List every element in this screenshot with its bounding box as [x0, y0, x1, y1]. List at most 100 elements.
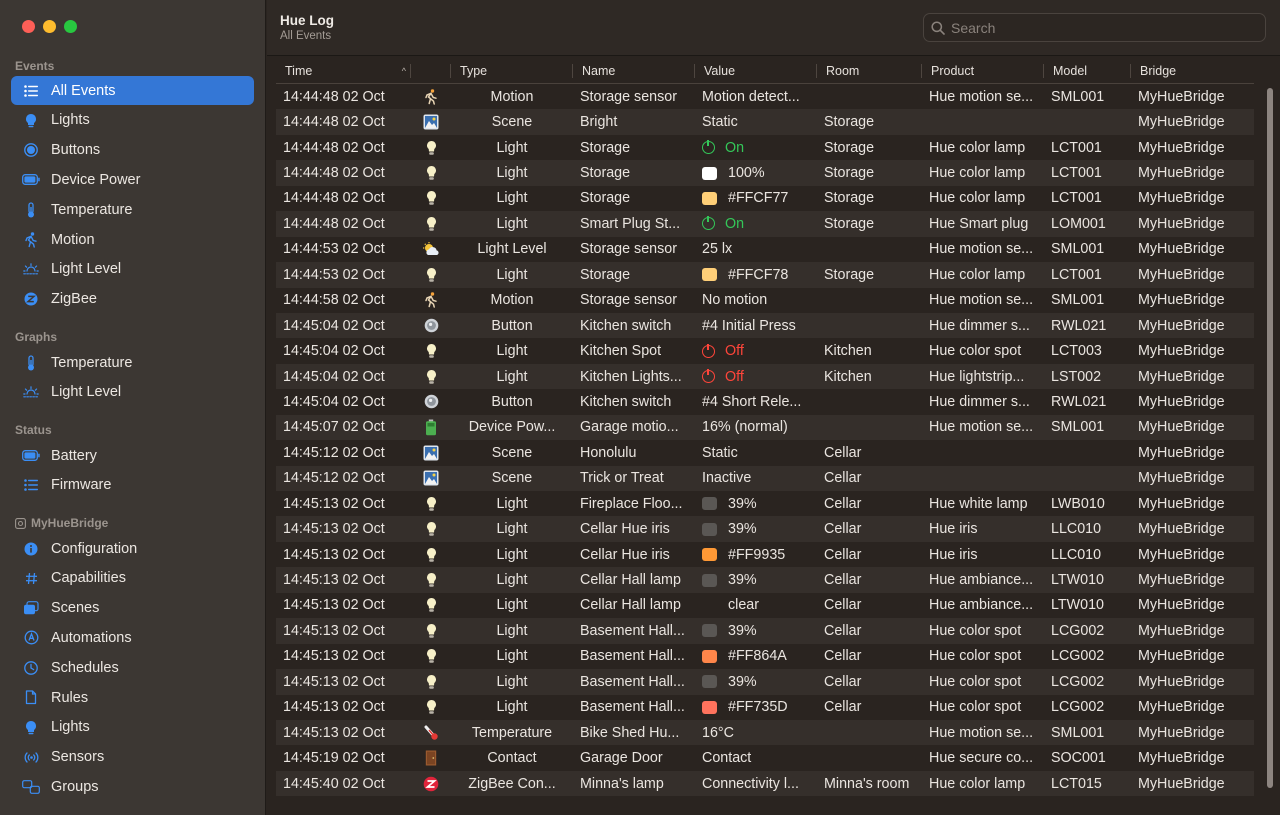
sidebar-item-lights[interactable]: Lights: [11, 106, 254, 135]
cell-value-text: #FF9935: [728, 546, 786, 563]
sidebar-item-light-level[interactable]: Light Level: [11, 378, 254, 407]
table-row[interactable]: 14:44:58 02 Oct Motion Storage sensor No mo…: [276, 288, 1254, 313]
scenes-icon: [20, 601, 42, 615]
table-row[interactable]: 14:45:13 02 Oct Light Basement Hall... 39% C…: [276, 618, 1254, 644]
cell-name: Trick or Treat: [580, 470, 664, 487]
table-row[interactable]: 14:45:04 02 Oct Light Kitchen Lights... Off…: [276, 363, 1254, 390]
sidebar-item-temperature[interactable]: Temperature: [11, 348, 254, 377]
close-window-button[interactable]: [22, 20, 35, 33]
table-row[interactable]: 14:44:53 02 Oct Light Level Storage sensor…: [276, 237, 1254, 262]
cell-time: 14:44:48 02 Oct: [283, 139, 385, 156]
sidebar-item-configuration[interactable]: Configuration: [11, 534, 254, 563]
cell-value: #FFCF77: [695, 190, 817, 206]
sidebar-item-sensors[interactable]: Sensors: [11, 743, 254, 772]
sidebar-item-scenes[interactable]: Scenes: [11, 594, 254, 623]
sidebar-item-motion[interactable]: Motion: [11, 225, 254, 254]
sidebar-item-light-level[interactable]: Light Level: [11, 255, 254, 284]
light-icon: [426, 343, 437, 359]
table-row[interactable]: 14:45:40 02 Oct ZigBee Con... Minna's lamp…: [276, 770, 1254, 797]
table-row[interactable]: 14:45:13 02 Oct Light Cellar Hue iris #FF99…: [276, 542, 1254, 567]
table-row[interactable]: 14:44:48 02 Oct Motion Storage sensor Motio…: [276, 84, 1254, 109]
minimize-window-button[interactable]: [43, 20, 56, 33]
table-row[interactable]: 14:45:04 02 Oct Button Kitchen switch #4 Sh…: [276, 389, 1254, 414]
table-row[interactable]: 14:44:48 02 Oct Light Storage #FFCF77 Storag…: [276, 186, 1254, 211]
column-header-name[interactable]: Name: [573, 58, 695, 84]
column-header-value[interactable]: Value: [695, 58, 817, 84]
sidebar-item-schedules[interactable]: Schedules: [11, 653, 254, 682]
cell-time: 14:44:48 02 Oct: [283, 88, 385, 105]
table-row[interactable]: 14:45:13 02 Oct Light Basement Hall... 39% C…: [276, 669, 1254, 695]
table-row[interactable]: 14:45:13 02 Oct Light Basement Hall... #FF8…: [276, 644, 1254, 669]
sidebar-item-label: Light Level: [51, 261, 122, 278]
cell-value-text: Static: [702, 114, 738, 131]
table-row[interactable]: 14:45:13 02 Oct Light Basement Hall... #FF7…: [276, 695, 1254, 720]
cell-value-text: #4 Short Rele...: [702, 393, 802, 410]
sidebar-item-device-power[interactable]: Device Power: [11, 165, 254, 194]
column-header-icon[interactable]: [411, 58, 451, 84]
cell-model: SOC001: [1051, 750, 1106, 767]
sidebar-item-groups[interactable]: Groups: [11, 772, 254, 801]
sidebar-item-capabilities[interactable]: Capabilities: [11, 564, 254, 593]
battery-icon: [20, 450, 42, 461]
table-row[interactable]: 14:45:12 02 Oct Scene Trick or Treat Inacti…: [276, 465, 1254, 491]
table-row[interactable]: 14:45:04 02 Oct Light Kitchen Spot Off Kitch…: [276, 338, 1254, 363]
table-row[interactable]: 14:45:07 02 Oct Device Pow... Garage motio…: [276, 414, 1254, 441]
column-header-type[interactable]: Type: [451, 58, 573, 84]
table-row[interactable]: 14:45:13 02 Oct Light Fireplace Floo... 39%…: [276, 491, 1254, 516]
table-row[interactable]: 14:45:12 02 Oct Scene Honolulu Static Cellar…: [276, 440, 1254, 465]
column-header-room[interactable]: Room: [817, 58, 922, 84]
sidebar-item-automations[interactable]: Automations: [11, 623, 254, 652]
column-header-product[interactable]: Product: [922, 58, 1044, 84]
sidebar-item-all-events[interactable]: All Events: [11, 76, 254, 105]
cell-value-text: #FFCF77: [728, 190, 789, 207]
cell-room: Cellar: [824, 470, 862, 487]
lightlevel-icon: [422, 242, 440, 256]
cell-model: LCT001: [1051, 165, 1102, 182]
cell-bridge: MyHueBridge: [1138, 266, 1225, 283]
table-row[interactable]: 14:45:19 02 Oct Contact Garage Door Contact…: [276, 745, 1254, 770]
table-row[interactable]: 14:44:48 02 Oct Light Storage On Storage Hue …: [276, 135, 1254, 160]
cell-value: Connectivity l...: [695, 776, 817, 792]
scrollbar-thumb[interactable]: [1267, 88, 1273, 788]
sidebar-item-lights[interactable]: Lights: [11, 713, 254, 742]
column-header-time[interactable]: Time ^: [276, 58, 411, 84]
sidebar-item-battery[interactable]: Battery: [11, 441, 254, 470]
sidebar-item-zigbee[interactable]: ZigBee: [11, 285, 254, 314]
cell-type: Light: [496, 215, 528, 232]
scene-icon: [423, 470, 439, 486]
column-header-model[interactable]: Model: [1044, 58, 1131, 84]
cell-value: 25 lx: [695, 241, 817, 257]
cell-name: Cellar Hue iris: [580, 521, 670, 538]
cell-room: Storage: [824, 114, 875, 131]
zoom-window-button[interactable]: [64, 20, 77, 33]
sidebar-item-firmware[interactable]: Firmware: [11, 471, 254, 500]
sidebar-item-rules[interactable]: Rules: [11, 683, 254, 712]
sidebar-item-temperature[interactable]: Temperature: [11, 195, 254, 224]
cell-type: Device Pow...: [468, 419, 556, 436]
table-row[interactable]: 14:45:13 02 Oct Light Cellar Hue iris 39% Ce…: [276, 516, 1254, 542]
vertical-scrollbar[interactable]: [1266, 86, 1274, 815]
cell-bridge: MyHueBridge: [1138, 343, 1225, 360]
cell-name: Storage sensor: [580, 241, 677, 258]
temperature-icon: [423, 725, 439, 741]
column-header-bridge[interactable]: Bridge: [1131, 58, 1254, 84]
cell-value-text: On: [725, 139, 745, 156]
table-row[interactable]: 14:44:48 02 Oct Scene Bright Static Storage M…: [276, 109, 1254, 135]
table-row[interactable]: 14:45:13 02 Oct Light Cellar Hall lamp 39% C…: [276, 567, 1254, 593]
cell-value: #FF735D: [695, 699, 817, 715]
table-row[interactable]: 14:44:48 02 Oct Light Storage 100% Storage Hu…: [276, 160, 1254, 186]
light-icon: [426, 267, 437, 283]
search-input[interactable]: [951, 19, 1251, 36]
table-row[interactable]: 14:45:13 02 Oct Temperature Bike Shed Hu..…: [276, 719, 1254, 746]
search-field[interactable]: [923, 13, 1266, 42]
cell-bridge: MyHueBridge: [1138, 724, 1225, 741]
table-row[interactable]: 14:44:53 02 Oct Light Storage #FFCF78 Storag…: [276, 262, 1254, 288]
color-swatch: [702, 548, 717, 562]
color-swatch: [702, 675, 717, 689]
table-row[interactable]: 14:45:13 02 Oct Light Cellar Hall lamp clea…: [276, 593, 1254, 618]
sidebar-item-buttons[interactable]: Buttons: [11, 136, 254, 165]
table-row[interactable]: 14:45:04 02 Oct Button Kitchen switch #4 In…: [276, 312, 1254, 339]
table-row[interactable]: 14:44:48 02 Oct Light Smart Plug St... On St…: [276, 211, 1254, 237]
cell-type-icon: [411, 89, 451, 105]
sidebar-item-label: Sensors: [51, 749, 105, 766]
